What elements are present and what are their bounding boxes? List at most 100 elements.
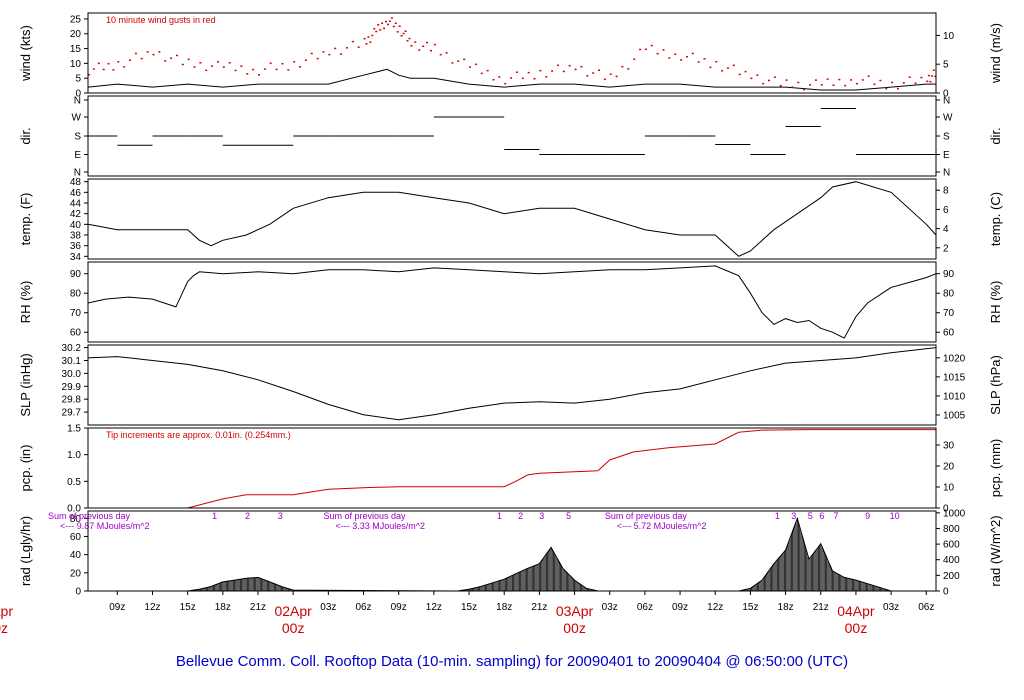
gust-point [406,40,409,42]
gust-point [627,68,630,70]
rh-ytick-label: 80 [70,289,82,300]
dir-ylabel-right: dir. [988,127,1003,144]
gust-point [515,71,518,73]
gust-point [373,28,376,30]
gust-point [820,84,823,86]
dir-ytick-label: E [74,150,81,161]
gust-point [257,74,260,76]
gust-point [914,82,917,85]
pcp-panel: pcp. (in) pcp. (mm) 0.0 0.5 1.0 1.5 0 10 20 30 Tip… [18,424,1003,515]
slp-ytick-label: 30.1 [62,356,82,367]
gust-point [750,77,753,80]
gust-point [199,61,202,64]
gust-point [299,66,302,68]
gust-point [367,36,370,38]
time-label: 12z [144,602,160,613]
gust-point [451,62,454,64]
gust-point [844,84,847,87]
gust-point [334,47,337,50]
gust-point [365,43,368,45]
gust-point [920,76,923,79]
rh-ylabel-right: RH (%) [988,281,1003,324]
slp-line [87,347,937,421]
gust-point [597,69,600,71]
time-label: 12z [707,602,723,613]
gust-point [187,58,190,61]
gust-point [533,77,536,80]
gust-point [609,73,612,75]
gust-point [211,65,214,67]
gust-point [222,66,225,68]
rad-sum-note: Sum of previous day [324,511,407,521]
gust-point [377,24,380,26]
gust-point [879,79,882,82]
rad-hour-mark: 2 [518,511,523,521]
rad-hour-mark: 10 [890,511,900,521]
rad-ytick-label: 20 [70,568,82,579]
gust-point [369,41,372,43]
wind-frame [87,12,937,94]
pcp-ytick-right-label: 20 [943,462,955,473]
temp-ytick-label: 38 [70,231,82,242]
gust-point [902,82,905,84]
rad-hour-mark: 1 [497,511,502,521]
gust-point [422,45,425,48]
gust-point [791,86,794,88]
pcp-ytick-label: 1.0 [67,450,81,461]
time-label: 03z [883,602,899,613]
rh-ylabel: RH (%) [18,281,33,324]
temp-ytick-label: 42 [70,209,82,220]
dir-ytick-right-label: E [943,150,950,161]
gust-point [400,35,403,37]
gust-point [551,70,554,72]
gust-point [873,83,876,86]
gust-point [193,66,196,68]
dir-ytick-label: N [74,96,81,107]
gust-point [433,43,436,46]
gust-point [486,69,489,72]
gust-point [304,59,307,61]
rad-ytick-label: 80 [70,514,82,525]
gust-point [504,82,507,85]
rad-ytick-right-label: 400 [943,555,960,566]
gust-point [556,64,559,67]
slp-ytick-label: 29.7 [62,408,82,419]
temp-line [87,181,937,257]
gust-point [457,60,460,62]
gust-point [809,84,812,86]
gust-point [390,17,393,19]
gust-point [644,48,647,51]
gust-point [398,25,401,27]
slp-panel: SLP (inHg) SLP (hPa) 29.7 29.8 29.9 30.0 30.1 3… [18,343,1003,421]
gust-point [429,49,432,52]
rad-ytick-right-label: 200 [943,571,960,582]
pcp-ytick-right-label: 30 [943,441,955,452]
rad-ytick-right-label: 600 [943,540,960,551]
gust-point [762,82,765,85]
gust-point [850,79,853,81]
gust-point [896,87,899,90]
gust-point [680,59,683,61]
temp-ytick-label: 34 [70,252,82,263]
dir-ytick-label: S [74,132,81,143]
gust-point [838,78,841,81]
gust-point [721,70,724,72]
rad-ytick-right-label: 800 [943,524,960,535]
rad-hour-mark: 1 [212,511,217,521]
gust-point [240,65,243,67]
gust-point [510,77,513,79]
time-label: 15z [461,602,477,613]
gust-point [158,51,161,53]
gust-point [234,69,237,72]
gust-point [252,68,255,71]
rad-sum-value: <--- 5.72 MJoules/m^2 [617,521,707,531]
date-hour-label: 00z [563,620,586,636]
gust-point [363,37,366,40]
time-label: 18z [215,602,231,613]
gust-point [929,80,932,83]
temp-ytick-right-label: 2 [943,243,949,254]
wind-ytick-right-label: 5 [943,60,949,71]
gust-point [396,31,399,33]
pcp-ylabel-right: pcp. (mm) [988,439,1003,498]
